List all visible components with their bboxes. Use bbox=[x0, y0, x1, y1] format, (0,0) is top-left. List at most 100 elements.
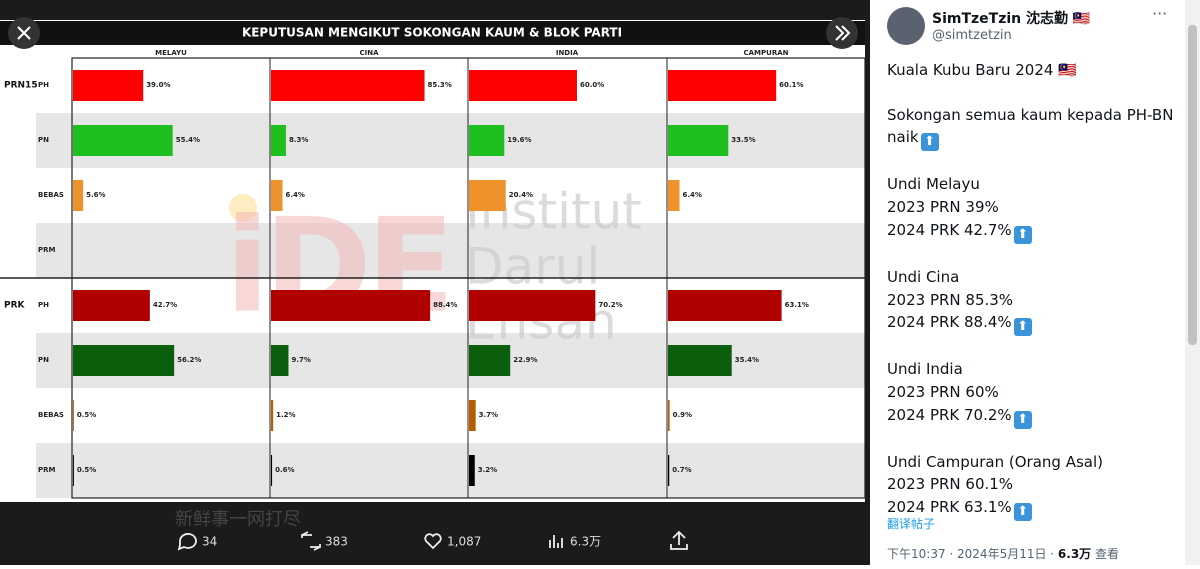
bar bbox=[271, 180, 283, 211]
line-text: Kuala Kubu Baru 2024 🇲🇾 bbox=[887, 61, 1077, 79]
share-icon[interactable] bbox=[670, 530, 688, 550]
bar bbox=[271, 455, 273, 486]
text-line: Undi Cina bbox=[887, 266, 1182, 289]
bar-value-label: 3.7% bbox=[479, 411, 498, 419]
column-header: MELAYU bbox=[155, 49, 187, 57]
media-svg: KEPUTUSAN MENGIKUT SOKONGAN KAUM & BLOK … bbox=[0, 17, 866, 551]
bar bbox=[469, 180, 506, 211]
bar bbox=[668, 455, 670, 486]
text-line: 2024 PRK 70.2% ⬆ bbox=[887, 404, 1182, 429]
text-line: Undi Melayu bbox=[887, 173, 1182, 196]
action-count[interactable]: 383 bbox=[325, 535, 348, 549]
views-label: 查看 bbox=[1091, 547, 1120, 561]
bar-value-label: 22.9% bbox=[513, 356, 537, 364]
line-text: Undi Campuran (Orang Asal) bbox=[887, 452, 1103, 471]
bar-value-label: 9.7% bbox=[291, 356, 310, 364]
bar-value-label: 0.7% bbox=[672, 466, 691, 474]
avatar[interactable] bbox=[887, 7, 925, 45]
bar-value-label: 0.6% bbox=[275, 466, 294, 474]
tweet-text: Kuala Kubu Baru 2024 🇲🇾 Sokongan semua ka… bbox=[887, 59, 1182, 543]
bar-value-label: 5.6% bbox=[86, 191, 105, 199]
line-text: Undi India bbox=[887, 360, 963, 379]
bar bbox=[271, 70, 425, 101]
text-line: 2024 PRK 42.7% ⬆ bbox=[887, 219, 1182, 244]
bar-value-label: 42.7% bbox=[153, 301, 177, 309]
row-label: PN bbox=[38, 136, 49, 144]
action-icon[interactable] bbox=[549, 535, 563, 548]
chart-title: KEPUTUSAN MENGIKUT SOKONGAN KAUM & BLOK … bbox=[242, 26, 622, 40]
line-text: naik bbox=[887, 128, 919, 147]
line-text: 2024 PRK 88.4% bbox=[887, 313, 1012, 332]
translate-link[interactable]: 翻译帖子 bbox=[887, 517, 936, 531]
author-handle[interactable]: @simtzetzin bbox=[932, 28, 1012, 43]
column-header: CINA bbox=[359, 49, 379, 57]
bar bbox=[668, 345, 732, 376]
row-band bbox=[36, 223, 865, 278]
line-text: 2023 PRN 60% bbox=[887, 382, 999, 401]
bar bbox=[73, 180, 84, 211]
text-line: 2024 PRK 88.4% ⬆ bbox=[887, 311, 1182, 337]
row-label: BEBAS bbox=[38, 191, 64, 199]
bar-value-label: 60.1% bbox=[779, 81, 803, 89]
up-arrow-icon: ⬆ bbox=[1013, 318, 1032, 337]
bar bbox=[73, 345, 175, 376]
action-count[interactable]: 1,087 bbox=[447, 535, 481, 549]
up-arrow-icon: ⬆ bbox=[1013, 410, 1032, 429]
text-line: 2023 PRN 60.1% bbox=[887, 473, 1182, 496]
bar-value-label: 3.2% bbox=[478, 466, 497, 474]
line-text: 2024 PRK 70.2% bbox=[887, 405, 1012, 424]
row-label: PN bbox=[38, 356, 49, 364]
bar bbox=[469, 125, 505, 156]
line-text: 2023 PRN 85.3% bbox=[887, 290, 1014, 309]
bar-value-label: 20.4% bbox=[509, 191, 533, 199]
bar bbox=[469, 345, 511, 376]
bar-value-label: 55.4% bbox=[176, 136, 200, 144]
action-count[interactable]: 6.3万 bbox=[570, 535, 601, 549]
scroll-thumb[interactable] bbox=[1188, 25, 1197, 345]
paragraph: Undi Melayu 2023 PRN 39% 2024 PRK 42.7% ⬆ bbox=[887, 173, 1182, 244]
bar bbox=[469, 70, 577, 101]
tweet-panel: SimTzeTzin 沈志勤 🇲🇾 @simtzetzin ··· Kuala … bbox=[870, 0, 1200, 565]
bar-value-label: 56.2% bbox=[177, 356, 201, 364]
action-icon[interactable] bbox=[301, 531, 321, 551]
bar-value-label: 6.4% bbox=[286, 191, 305, 199]
action-icon[interactable] bbox=[424, 533, 442, 550]
line-text: Sokongan semua kaum kepada PH-BN bbox=[887, 105, 1174, 124]
bar bbox=[469, 455, 475, 486]
action-icon[interactable] bbox=[177, 533, 197, 551]
scrollbar[interactable] bbox=[1185, 0, 1200, 565]
bar-value-label: 88.4% bbox=[433, 301, 457, 309]
timestamp: 下午10:37 · 2024年5月11日 · bbox=[887, 547, 1058, 561]
bar bbox=[271, 290, 431, 321]
bar bbox=[469, 400, 476, 431]
bar bbox=[668, 70, 777, 101]
bar-value-label: 6.4% bbox=[683, 191, 702, 199]
bar-value-label: 39.0% bbox=[146, 81, 170, 89]
bar bbox=[668, 180, 680, 211]
bar-value-label: 33.5% bbox=[731, 136, 755, 144]
bar bbox=[73, 125, 173, 156]
bar bbox=[73, 455, 74, 486]
block-label: PRK bbox=[4, 301, 26, 311]
row-label: PH bbox=[38, 81, 49, 89]
up-arrow-icon: ⬆ bbox=[920, 133, 939, 152]
row-label: PH bbox=[38, 301, 49, 309]
bar-value-label: 0.9% bbox=[673, 411, 692, 419]
view-count: 6.3万 bbox=[1057, 547, 1092, 561]
text-line: 2024 PRK 63.1% ⬆ bbox=[887, 496, 1182, 522]
text-line: 2023 PRN 85.3% bbox=[887, 289, 1182, 312]
bar-value-label: 60.0% bbox=[580, 81, 604, 89]
up-arrow-icon: ⬆ bbox=[1013, 225, 1032, 244]
text-line: Kuala Kubu Baru 2024 🇲🇾 bbox=[887, 59, 1182, 82]
action-count[interactable]: 34 bbox=[202, 535, 217, 549]
more-button[interactable]: ··· bbox=[1152, 4, 1168, 23]
line-text: 2024 PRK 63.1% bbox=[887, 498, 1012, 517]
bar-value-label: 85.3% bbox=[428, 81, 452, 89]
bar-value-label: 0.5% bbox=[77, 466, 96, 474]
line-text: 2024 PRK 42.7% bbox=[887, 220, 1012, 239]
text-line: naik ⬆ bbox=[887, 126, 1182, 152]
bar bbox=[668, 125, 729, 156]
author-name[interactable]: SimTzeTzin 沈志勤 🇲🇾 bbox=[932, 11, 1091, 27]
close-icon bbox=[17, 26, 31, 40]
